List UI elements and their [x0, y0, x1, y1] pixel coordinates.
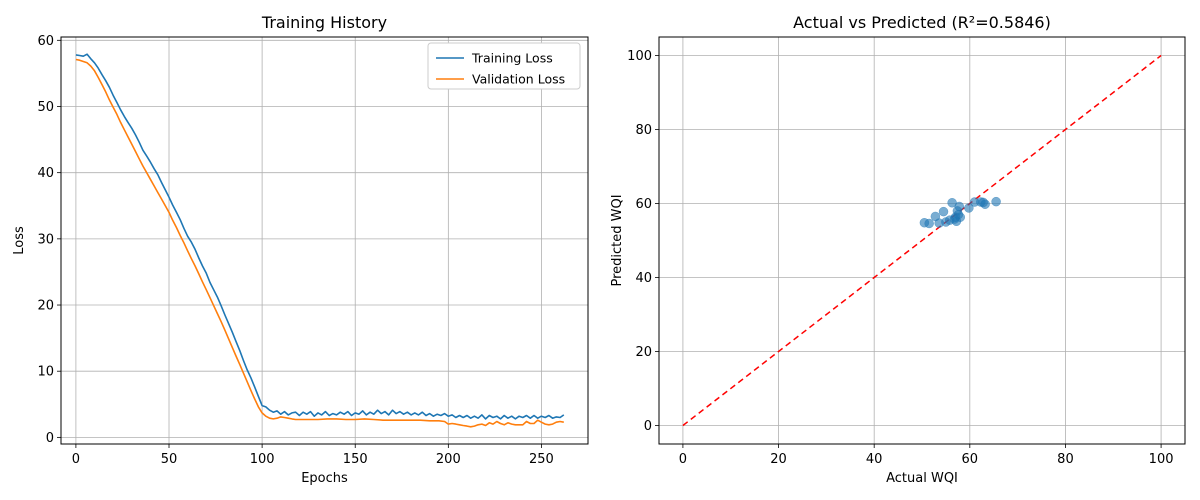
y-tick-label: 0: [46, 431, 54, 446]
actual-vs-predicted-series: [682, 54, 1162, 427]
legend-entry-label: Validation Loss: [472, 72, 565, 87]
x-tick-label: 0: [72, 452, 80, 467]
y-tick-label: 80: [635, 123, 652, 138]
scatter-point: [954, 201, 965, 212]
training-history-title: Training History: [261, 13, 387, 32]
actual-vs-predicted-chart: 0 20 40 60 80 100 0 20 40 60 80 100 Actual vs Pred…: [610, 13, 1186, 486]
actual-vs-predicted-x-ticks: 0 20 40 60 80 100: [679, 444, 1174, 467]
scatter-point: [938, 206, 949, 217]
training-history-grid: [61, 37, 588, 444]
scatter-point: [924, 218, 934, 229]
y-tick-label: 60: [37, 34, 54, 49]
y-tick-label: 100: [627, 49, 652, 64]
legend-box: [427, 42, 581, 90]
actual-vs-predicted-title: Actual vs Predicted (R²=0.5846): [793, 13, 1051, 32]
actual-vs-predicted-grid: [659, 37, 1185, 444]
y-tick-label: 10: [37, 365, 54, 380]
scatter-point: [955, 212, 966, 222]
y-tick-label: 20: [635, 345, 652, 360]
y-tick-label: 0: [644, 419, 652, 434]
scatter-point: [964, 203, 974, 213]
x-tick-label: 100: [250, 452, 275, 467]
training-loss-line: [75, 53, 565, 420]
training-history-plot-frame: [60, 36, 589, 445]
y-tick-label: 30: [37, 232, 54, 247]
x-tick-label: 0: [679, 452, 687, 467]
y-tick-label: 40: [37, 166, 54, 181]
y-tick-label: 50: [37, 100, 54, 115]
x-tick-label: 60: [962, 452, 979, 467]
x-tick-label: 200: [436, 452, 461, 467]
training-history-legend: Training Loss Validation Loss: [427, 42, 581, 90]
validation-loss-line: [75, 58, 564, 428]
training-history-x-ticks: 0 50 100 150 200 250: [72, 444, 554, 467]
x-tick-label: 100: [1149, 452, 1174, 467]
actual-vs-predicted-x-axis-label: Actual WQI: [886, 471, 958, 486]
training-history-y-axis-label: Loss: [12, 226, 27, 255]
x-tick-label: 50: [161, 452, 178, 467]
actual-vs-predicted-y-axis-label: Predicted WQI: [610, 194, 625, 286]
training-history-chart: 0 50 100 150 200 250 0 10 20 30 40 50 60 Training H…: [12, 13, 589, 486]
y-tick-label: 20: [37, 299, 54, 314]
scatter-point: [991, 196, 1001, 207]
legend-entry-label: Training Loss: [471, 51, 553, 66]
training-history-y-ticks: 0 10 20 30 40 50 60: [37, 34, 61, 446]
x-tick-label: 40: [866, 452, 883, 467]
x-tick-label: 80: [1057, 452, 1074, 467]
training-history-x-axis-label: Epochs: [301, 471, 348, 486]
actual-vs-predicted-y-ticks: 0 20 40 60 80 100: [627, 49, 659, 434]
y-tick-label: 60: [635, 197, 652, 212]
x-tick-label: 20: [770, 452, 787, 467]
x-tick-label: 150: [343, 452, 368, 467]
x-tick-label: 250: [529, 452, 554, 467]
y-tick-label: 40: [635, 271, 652, 286]
training-history-series: [75, 53, 565, 428]
actual-vs-predicted-plot-frame: [658, 36, 1186, 445]
reference-line: [682, 54, 1162, 427]
scatter-point: [980, 199, 990, 209]
